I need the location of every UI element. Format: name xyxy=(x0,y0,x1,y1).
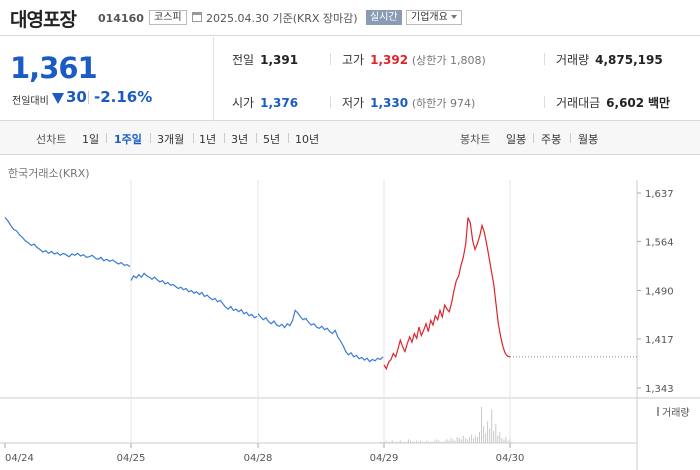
stock-header: 대영포장 014160 코스피 2025.04.30 기준(KRX 장마감) 실… xyxy=(0,0,700,36)
current-price-box: 1,361 전일대비 30 -2.16% xyxy=(0,37,214,121)
divider xyxy=(224,133,225,143)
y-tick-label: 1,564 xyxy=(645,237,674,248)
market-badge: 코스피 xyxy=(149,10,187,25)
tab-3y[interactable]: 3년 xyxy=(231,133,249,146)
company-info-label: 기업개요 xyxy=(411,12,448,23)
x-tick-label: 04/28 xyxy=(244,453,273,464)
divider xyxy=(330,53,331,65)
divider xyxy=(256,133,257,143)
divider xyxy=(288,133,289,143)
trade-value-unit: 백만 xyxy=(647,96,671,110)
y-tick-label: 1,490 xyxy=(645,287,674,298)
open-price: 시가 1,376 xyxy=(232,94,298,111)
tab-1w[interactable]: 1주일 xyxy=(114,133,142,146)
low-value: 1,330 xyxy=(370,96,409,110)
tab-5y[interactable]: 5년 xyxy=(263,133,281,146)
tab-10y[interactable]: 10년 xyxy=(295,133,320,146)
prev-close-value: 1,391 xyxy=(260,53,299,67)
trade-value: 거래대금 6,602 백만 xyxy=(556,94,670,111)
company-info-dropdown[interactable]: 기업개요 xyxy=(406,10,462,25)
divider xyxy=(544,96,545,108)
candle-chart-label: 봉차트 xyxy=(460,133,491,146)
date-text: 2025.04.30 기준(KRX 장마감) xyxy=(206,12,358,25)
chart-tab-bar: 선차트 1일 1주일 3개월 1년 3년 5년 10년 봉차트 일봉 주봉 월봉 xyxy=(0,121,700,155)
price-line-segment-blue xyxy=(4,217,131,268)
open-label: 시가 xyxy=(232,96,255,110)
y-tick-label: 1,637 xyxy=(645,189,674,200)
divider xyxy=(533,133,534,143)
line-chart-label: 선차트 xyxy=(36,133,67,146)
stock-code: 014160 xyxy=(98,12,144,25)
trade-value-label: 거래대금 xyxy=(556,96,601,110)
divider xyxy=(88,91,89,104)
divider xyxy=(193,133,194,143)
tab-monthly[interactable]: 월봉 xyxy=(578,133,599,146)
price-line-segment-blue xyxy=(130,272,258,319)
upper-limit: (상한가 1,808) xyxy=(411,54,486,67)
volume-legend-icon xyxy=(657,407,659,416)
trade-value-value: 6,602 xyxy=(606,96,645,110)
price-chart[interactable]: 1,637 1,564 1,490 1,417 1,343 04/24 04/25 04/28… xyxy=(0,155,700,470)
current-price: 1,361 xyxy=(10,51,98,85)
volume: 거래량 4,875,195 xyxy=(556,51,663,68)
open-value: 1,376 xyxy=(260,96,299,110)
divider xyxy=(570,133,571,143)
high-price: 고가 1,392 (상한가 1,808) xyxy=(342,51,486,68)
x-tick-label: 04/29 xyxy=(370,453,399,464)
prev-close: 전일 1,391 xyxy=(232,51,298,68)
high-value: 1,392 xyxy=(370,53,409,67)
x-tick-label: 04/24 xyxy=(5,453,34,464)
divider xyxy=(544,53,545,65)
tab-1y[interactable]: 1년 xyxy=(199,133,217,146)
low-price: 저가 1,330 (하한가 974) xyxy=(342,94,475,111)
volume-value: 4,875,195 xyxy=(595,53,663,67)
tab-weekly[interactable]: 주봉 xyxy=(541,133,562,146)
realtime-button[interactable]: 실시간 xyxy=(366,10,402,25)
tab-daily[interactable]: 일봉 xyxy=(506,133,527,146)
change-label: 전일대비 xyxy=(12,96,49,107)
change-value: 30 xyxy=(66,88,87,106)
calendar-icon xyxy=(192,12,202,22)
tab-3m[interactable]: 3개월 xyxy=(157,133,185,146)
x-tick-label: 04/30 xyxy=(496,453,525,464)
lower-limit: (하한가 974) xyxy=(411,97,476,110)
volume-label: 거래량 xyxy=(556,53,590,67)
y-tick-label: 1,417 xyxy=(645,335,674,346)
price-line-segment-red xyxy=(383,217,511,371)
high-label: 고가 xyxy=(342,53,365,67)
volume-label: 거래량 xyxy=(662,407,690,419)
x-tick-label: 04/25 xyxy=(117,453,146,464)
exchange-label: 한국거래소(KRX) xyxy=(8,167,90,180)
divider xyxy=(106,133,107,143)
divider xyxy=(330,96,331,108)
chevron-down-icon xyxy=(450,15,457,19)
tab-1d[interactable]: 1일 xyxy=(82,133,100,146)
price-line-segment-blue xyxy=(257,309,384,363)
y-tick-label: 1,343 xyxy=(645,384,674,395)
quote-panel: 1,361 전일대비 30 -2.16% 전일 1,391 고가 1,392 (상한… xyxy=(0,37,700,121)
divider xyxy=(150,133,151,143)
low-label: 저가 xyxy=(342,96,365,110)
down-arrow-icon xyxy=(52,93,64,104)
prev-close-label: 전일 xyxy=(232,53,255,67)
change-percent: -2.16% xyxy=(94,88,153,106)
stock-name: 대영포장 xyxy=(10,9,77,31)
